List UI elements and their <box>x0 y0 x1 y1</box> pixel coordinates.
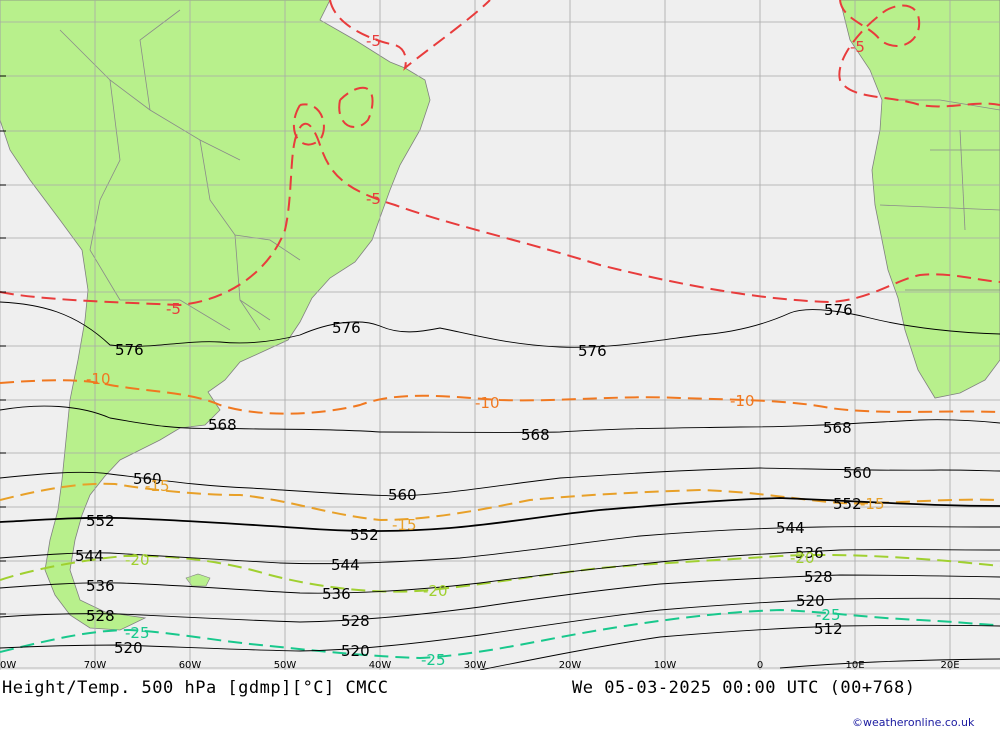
height-label: 544 <box>776 519 805 537</box>
height-label: 520 <box>114 639 143 657</box>
height-label: 568 <box>823 419 852 437</box>
land-falkland-islands <box>185 573 211 587</box>
contour-544 <box>0 526 1000 565</box>
longitude-label: 20W <box>559 660 582 670</box>
temperature-label: -15 <box>392 516 417 534</box>
height-label: 568 <box>208 416 237 434</box>
height-label: 560 <box>133 470 162 488</box>
contour-536 <box>0 549 1000 594</box>
height-contours <box>0 301 1000 670</box>
temperature-label: -20 <box>423 582 448 600</box>
height-label: 576 <box>578 342 607 360</box>
isotherm-minus15 <box>0 482 1000 522</box>
height-label: 528 <box>341 612 370 630</box>
temperature-label: -15 <box>145 477 170 495</box>
map-canvas: 576 576 576 576 568 568 568 560 560 560 … <box>0 0 1000 670</box>
temperature-label: -10 <box>86 370 111 388</box>
isotherm-minus5-north <box>329 0 491 71</box>
height-label: 536 <box>86 577 115 595</box>
temperature-label: -25 <box>125 624 150 642</box>
latitude-ticks <box>0 75 6 615</box>
longitude-label: 20E <box>940 660 959 670</box>
height-label: 544 <box>75 547 104 565</box>
temperature-label: -25 <box>421 651 446 669</box>
height-label: 536 <box>322 585 351 603</box>
contour-512 <box>479 624 1000 670</box>
height-label: 576 <box>824 301 853 319</box>
longitude-label: 30W <box>464 660 487 670</box>
contour-504 <box>779 658 1000 669</box>
height-label: 576 <box>115 341 144 359</box>
land-africa <box>839 0 1000 399</box>
isotherms <box>0 0 1000 660</box>
isotherm-minus5-main <box>0 122 1000 307</box>
longitude-label: 10E <box>845 660 864 670</box>
temperature-label: -20 <box>125 551 150 569</box>
height-label: 576 <box>332 319 361 337</box>
isotherm-minus5-brazil-loop <box>292 86 374 146</box>
credit-link[interactable]: ©weatheronline.co.uk <box>852 716 975 729</box>
map-caption-valid-time: We 05-03-2025 00:00 UTC (00+768) <box>572 678 916 698</box>
height-label: 536 <box>795 544 824 562</box>
height-label: 520 <box>341 642 370 660</box>
isotherm-minus10 <box>0 379 1000 415</box>
temperature-label: -5 <box>366 32 381 50</box>
height-label: 528 <box>804 568 833 586</box>
contour-528 <box>0 574 1000 623</box>
isotherm-minus25 <box>0 608 1000 660</box>
temperature-label: -5 <box>166 300 181 318</box>
height-label: 552 <box>833 495 862 513</box>
height-label: 568 <box>521 426 550 444</box>
height-label: 560 <box>843 464 872 482</box>
height-label: 552 <box>86 512 115 530</box>
temperature-label: -10 <box>475 394 500 412</box>
temperature-labels: -5 -5 -5 -5 -10 -10 -10 -15 -15 -15 -20 … <box>86 32 885 669</box>
height-label: 528 <box>86 607 115 625</box>
height-label: 560 <box>388 486 417 504</box>
map-caption-parameter: Height/Temp. 500 hPa [gdmp][°C] CMCC <box>2 678 389 698</box>
temperature-label: -25 <box>816 606 841 624</box>
temperature-label: -5 <box>366 190 381 208</box>
longitude-label: 10W <box>654 660 677 670</box>
height-label: 512 <box>814 620 843 638</box>
longitude-label: 60W <box>179 660 202 670</box>
contour-560 <box>0 467 1000 497</box>
isotherm-minus20 <box>0 553 1000 593</box>
isotherm-minus5-africa-north <box>838 0 1000 108</box>
longitude-label: 0W <box>0 660 16 670</box>
height-contour-labels: 576 576 576 576 568 568 568 560 560 560 … <box>75 301 872 660</box>
temperature-label: -5 <box>850 38 865 56</box>
longitude-label: 50W <box>274 660 297 670</box>
height-label: 552 <box>350 526 379 544</box>
country-borders <box>59 9 1000 331</box>
longitude-label: 40W <box>369 660 392 670</box>
height-label: 520 <box>796 592 825 610</box>
height-label: 544 <box>331 556 360 574</box>
temperature-label: -20 <box>790 549 815 567</box>
contour-552 <box>0 497 1000 532</box>
longitude-label: 0 <box>757 660 763 670</box>
temperature-label: -10 <box>730 392 755 410</box>
contour-576 <box>0 301 1000 348</box>
longitude-label: 70W <box>84 660 107 670</box>
contour-568 <box>0 405 1000 433</box>
contour-520 <box>0 597 1000 652</box>
longitude-labels: 0W 70W 60W 50W 40W 30W 20W 10W 0 10E 20E <box>0 660 960 670</box>
temperature-label: -15 <box>860 495 885 513</box>
